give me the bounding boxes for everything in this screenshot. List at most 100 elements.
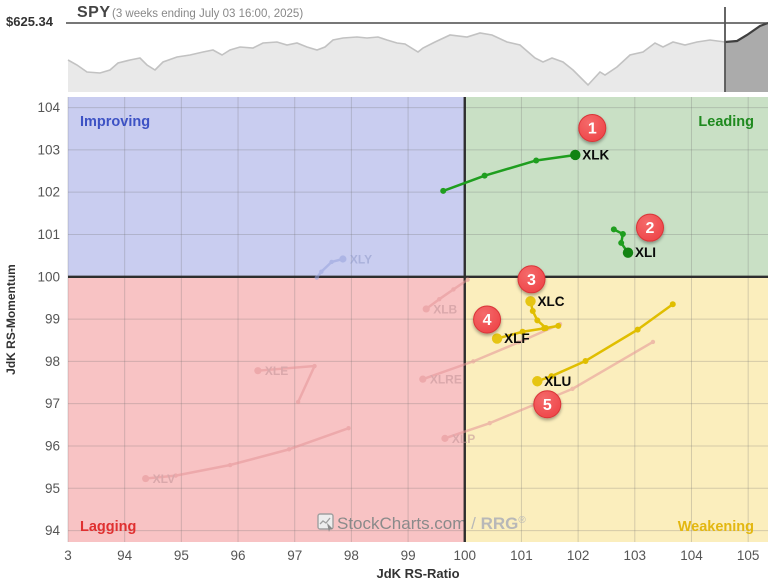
badge-circle [636, 213, 664, 242]
symbol-label-XLP: XLP [452, 432, 475, 446]
stockcharts-logo-sparkline [319, 517, 331, 525]
trail-XLRE: XLRE [419, 321, 563, 387]
badge-5: 5 [533, 390, 562, 419]
quadrant-label-leading: Leading [698, 114, 754, 130]
trail-XLV: XLV [142, 426, 351, 486]
trail-point [519, 328, 526, 335]
x-tick-label: 3 [64, 548, 72, 563]
trail-point [173, 473, 178, 478]
trail-point [582, 357, 589, 364]
trail-point [329, 259, 334, 265]
badge-3: 3 [517, 265, 546, 294]
symbol-label-XLK[interactable]: XLK [582, 147, 609, 162]
trail-point [465, 277, 470, 282]
symbol-head-XLF[interactable] [491, 333, 503, 344]
symbol-head-XLK[interactable] [570, 149, 581, 161]
symbol-head-XLU[interactable] [532, 376, 543, 387]
symbol-head-XLB [422, 305, 430, 313]
trail-point [312, 363, 317, 369]
trail-point [650, 339, 656, 345]
quadrant-weakening [464, 276, 768, 542]
badge-number: 2 [646, 220, 655, 237]
y-axis-title: JdK RS-Momentum [4, 264, 18, 375]
x-tick-label: 105 [737, 548, 760, 563]
trail-XLP: XLP [441, 339, 656, 446]
symbol-label-XLV: XLV [153, 472, 175, 486]
trail-point [669, 301, 676, 308]
symbol-head-XLV [142, 474, 150, 483]
symbol-head-XLRE [419, 375, 427, 383]
trail-point [319, 269, 324, 274]
stockcharts-logo-cursor [327, 523, 333, 532]
trail-point [548, 373, 555, 380]
symbol-label-XLF[interactable]: XLF [504, 331, 530, 346]
y-tick-label: 101 [37, 227, 60, 242]
quadrant-label-improving: Improving [80, 114, 150, 130]
badge-circle [578, 113, 607, 142]
badge-number: 3 [527, 272, 536, 289]
x-tick-label: 103 [624, 548, 647, 563]
trail-point [555, 322, 562, 329]
trail-point [481, 172, 488, 179]
rrg-plot: StockCharts.com / RRG® XLY XLB XLE XLRE XLP XL… [4, 97, 768, 581]
last-price-label: $625.34 [6, 14, 53, 29]
trail-point [346, 426, 351, 431]
badge-number: 1 [588, 120, 597, 137]
spy-price-area [68, 33, 725, 92]
symbol-head-XLE [254, 367, 262, 375]
trail-line-XLP [444, 340, 654, 440]
spy-price-line [67, 32, 726, 87]
badge-4: 4 [473, 305, 502, 334]
x-tick-label: 97 [287, 548, 302, 563]
trail-line-XLB [425, 278, 469, 310]
symbol-label-XLU[interactable]: XLU [544, 374, 571, 389]
badge-2: 2 [636, 213, 664, 242]
quadrant-label-weakening: Weakening [678, 519, 754, 535]
quadrant-label-lagging: Lagging [80, 519, 136, 535]
x-tick-label: 102 [567, 548, 590, 563]
badge-circle [473, 305, 502, 334]
symbol-head-XLC[interactable] [525, 296, 536, 307]
x-tick-label: 100 [453, 548, 476, 563]
trail-point [440, 187, 447, 194]
trail-point [529, 308, 536, 315]
symbol-label-XLI[interactable]: XLI [635, 245, 656, 260]
quadrant-lagging [68, 276, 465, 542]
stockcharts-watermark: StockCharts.com / RRG® [317, 513, 526, 533]
quadrant-improving [68, 97, 465, 277]
chart-period-subtitle: (3 weeks ending July 03 16:00, 2025) [112, 8, 304, 20]
trail-XLK: XLK [440, 147, 610, 194]
trail-XLC: XLC [525, 294, 565, 331]
trail-line-XLF [496, 324, 559, 340]
y-tick-label: 99 [45, 312, 60, 327]
y-tick-label: 103 [37, 142, 60, 157]
x-tick-label: 94 [117, 548, 133, 563]
trail-point [295, 399, 301, 405]
symbol-label-XLB: XLB [433, 302, 457, 316]
trail-point [634, 326, 641, 333]
x-tick-label: 101 [510, 548, 533, 563]
trail-XLU: XLU [532, 301, 676, 389]
trail-line-XLI [613, 228, 630, 254]
trail-point [619, 231, 626, 238]
trail-point [437, 296, 442, 302]
trail-point [610, 226, 617, 233]
x-tick-label: 95 [174, 548, 189, 563]
symbol-head-XLI[interactable] [622, 247, 634, 258]
symbol-head-XLP [441, 434, 449, 442]
y-tick-label: 104 [37, 100, 60, 115]
trail-XLI: XLI [610, 226, 656, 260]
quadrant-leading [464, 97, 768, 277]
symbol-label-XLY: XLY [350, 253, 372, 267]
badge-circle [533, 390, 562, 419]
y-tick-label: 102 [37, 185, 60, 200]
y-tick-label: 98 [45, 354, 60, 369]
badge-circle [517, 265, 546, 294]
watermark-text: StockCharts.com / RRG® [337, 514, 526, 533]
trail-line-XLK [442, 153, 576, 193]
trail-line-XLY [315, 257, 344, 279]
badge-number: 5 [543, 397, 552, 414]
symbol-label-XLC[interactable]: XLC [538, 294, 565, 309]
y-tick-label: 95 [45, 481, 60, 496]
